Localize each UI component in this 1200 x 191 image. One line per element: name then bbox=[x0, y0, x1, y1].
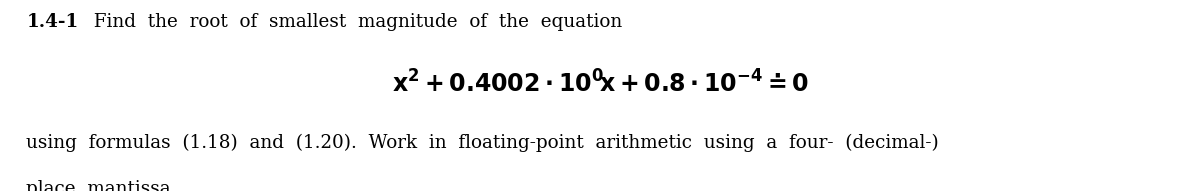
Text: place  mantissa.: place mantissa. bbox=[26, 180, 176, 191]
Text: $\mathbf{x^2 + 0.4002 \cdot 10^0\!x + 0.8 \cdot 10^{-4} \boldsymbol{\doteq} 0}$: $\mathbf{x^2 + 0.4002 \cdot 10^0\!x + 0.… bbox=[391, 70, 809, 98]
Text: Find  the  root  of  smallest  magnitude  of  the  equation: Find the root of smallest magnitude of t… bbox=[82, 13, 622, 31]
Text: 1.4-1: 1.4-1 bbox=[26, 13, 79, 31]
Text: using  formulas  (1.18)  and  (1.20).  Work  in  floating-point  arithmetic  usi: using formulas (1.18) and (1.20). Work i… bbox=[26, 134, 940, 152]
